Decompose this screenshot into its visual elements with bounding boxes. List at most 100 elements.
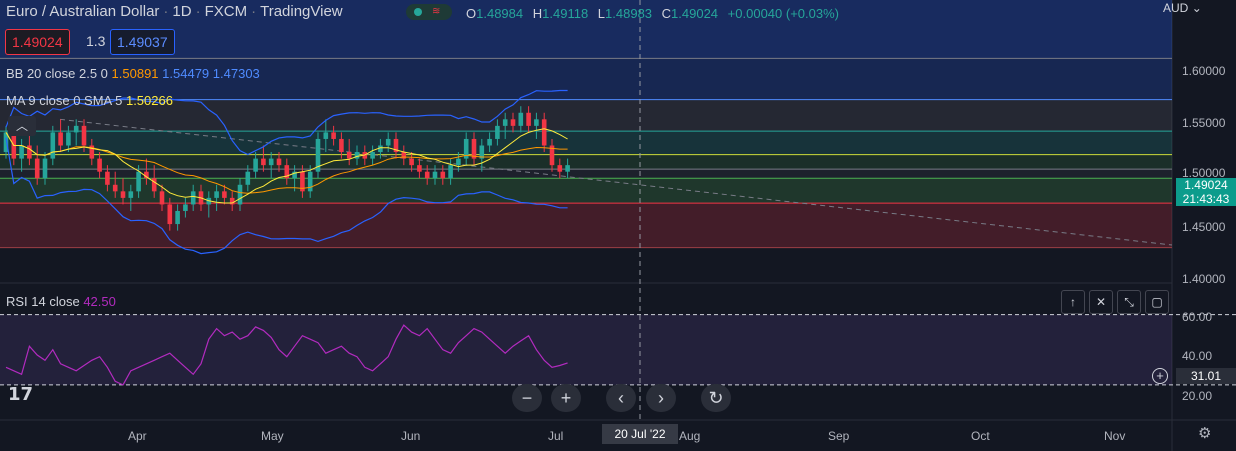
candle-body	[346, 152, 352, 159]
candle-body	[245, 171, 251, 185]
candle-body	[190, 191, 196, 205]
candle-body	[487, 138, 492, 146]
y-tick: 1.45000	[1182, 220, 1226, 234]
rsi-tick: 20.00	[1182, 389, 1213, 403]
plus-circle-icon[interactable]: +	[1152, 368, 1168, 384]
rsi-value: 42.50	[83, 294, 116, 309]
bb-lower-value: 1.47303	[212, 66, 260, 81]
candle-body	[339, 138, 344, 153]
x-tick: Sep	[828, 429, 850, 443]
market-open-icon	[414, 8, 422, 16]
fib-zone	[0, 154, 1172, 170]
tradingview-logo-icon[interactable]: 𝟭𝟳	[8, 384, 34, 404]
high-value: 1.49118	[542, 6, 589, 21]
candle-body	[229, 197, 235, 205]
plus-icon[interactable]: +	[551, 384, 581, 412]
symbol-name[interactable]: Euro / Australian Dollar	[6, 3, 160, 20]
candle-body	[159, 191, 165, 205]
candle-body	[3, 132, 9, 153]
rsi-tick: 60.00	[1182, 310, 1213, 324]
x-tick: Jul	[548, 429, 564, 443]
market-status-pill[interactable]: ≋	[406, 4, 452, 20]
candle-body	[526, 112, 531, 126]
close-icon[interactable]: ✕	[1089, 290, 1113, 314]
bb-lower-line	[5, 137, 568, 255]
candle-body	[534, 119, 539, 126]
candle-body	[151, 178, 157, 192]
fib-zone	[0, 178, 1172, 204]
bar-countdown: 21:43:43	[1182, 192, 1230, 206]
arrow-up-icon[interactable]: ↑	[1061, 290, 1085, 314]
candle-body	[401, 152, 407, 159]
chevron-down-icon: ⌄	[1191, 1, 1202, 15]
last-price-tag: 1.49024 21:43:43	[1176, 178, 1236, 206]
candle-body	[479, 145, 485, 159]
candle-body	[378, 145, 383, 153]
bb-basis-value: 1.50891	[111, 66, 159, 81]
minus-icon[interactable]: −	[512, 384, 542, 412]
buy-button[interactable]: 1.49037	[110, 29, 175, 55]
candle-body	[120, 191, 126, 198]
candle-body	[370, 152, 375, 159]
interval[interactable]: 1D	[172, 3, 192, 20]
candle-body	[307, 171, 313, 192]
candle-body	[424, 171, 430, 179]
chevron-right-icon[interactable]: ›	[646, 384, 676, 412]
bb-legend[interactable]: BB 20 close 2.5 0 1.50891 1.54479 1.4730…	[6, 66, 260, 81]
candle-body	[253, 158, 258, 172]
fib-zone	[0, 99, 1172, 132]
candle-body	[27, 145, 32, 159]
candle-body	[315, 138, 321, 172]
change-value: +0.00040 (+0.03%)	[727, 6, 839, 21]
trendline	[59, 118, 1173, 246]
candle-body	[183, 204, 188, 211]
x-tick: May	[261, 429, 284, 443]
collapse-icon[interactable]: ⤡	[1117, 290, 1141, 314]
rsi-legend[interactable]: RSI 14 close 42.50	[6, 294, 116, 309]
candle-body	[323, 132, 329, 139]
candle-body	[300, 171, 305, 192]
candle-body	[89, 145, 95, 159]
chevron-up-icon[interactable]: ︿	[8, 116, 36, 136]
candle-body	[510, 119, 516, 126]
candle-body	[471, 138, 477, 159]
y-tick: 1.60000	[1182, 64, 1226, 78]
candle-body	[214, 191, 219, 198]
sell-button[interactable]: 1.49024	[5, 29, 70, 55]
fib-zone	[0, 131, 1172, 155]
eye-off-icon: ≋	[432, 6, 441, 17]
maximize-icon[interactable]: ▢	[1145, 290, 1169, 314]
candle-body	[440, 171, 446, 179]
reset-icon[interactable]: ↻	[701, 384, 731, 412]
candle-body	[518, 112, 524, 126]
candle-body	[81, 125, 87, 146]
low-value: 1.48983	[605, 6, 653, 21]
chevron-left-icon[interactable]: ‹	[606, 384, 636, 412]
candle-body	[502, 119, 508, 126]
candle-body	[112, 184, 118, 192]
candle-body	[268, 158, 274, 166]
candle-body	[456, 158, 461, 166]
candle-body	[128, 191, 134, 198]
bb-upper-line	[5, 89, 568, 156]
candle-body	[432, 171, 438, 179]
candle-body	[58, 132, 63, 146]
candle-body	[463, 138, 469, 159]
rsi-crosshair-tag: 31.01	[1176, 368, 1236, 384]
candle-body	[448, 165, 453, 179]
candle-body	[261, 158, 266, 166]
rsi-line	[5, 324, 568, 386]
y-tick: 1.55000	[1182, 116, 1226, 130]
currency-selector[interactable]: AUD ⌄	[1163, 1, 1202, 15]
candle-body	[19, 145, 24, 159]
x-tick: Aug	[679, 429, 701, 443]
fib-zone	[0, 0, 1172, 59]
candle-body	[292, 171, 297, 179]
candle-body	[565, 165, 570, 172]
gear-icon[interactable]: ⚙	[1198, 425, 1212, 442]
ma-legend[interactable]: MA 9 close 0 SMA 5 1.50266	[6, 93, 173, 108]
ohlc-readout: O1.48984 H1.49118 L1.48983 C1.49024 +0.0…	[466, 6, 839, 21]
candle-body	[167, 204, 173, 225]
candle-body	[495, 125, 500, 139]
